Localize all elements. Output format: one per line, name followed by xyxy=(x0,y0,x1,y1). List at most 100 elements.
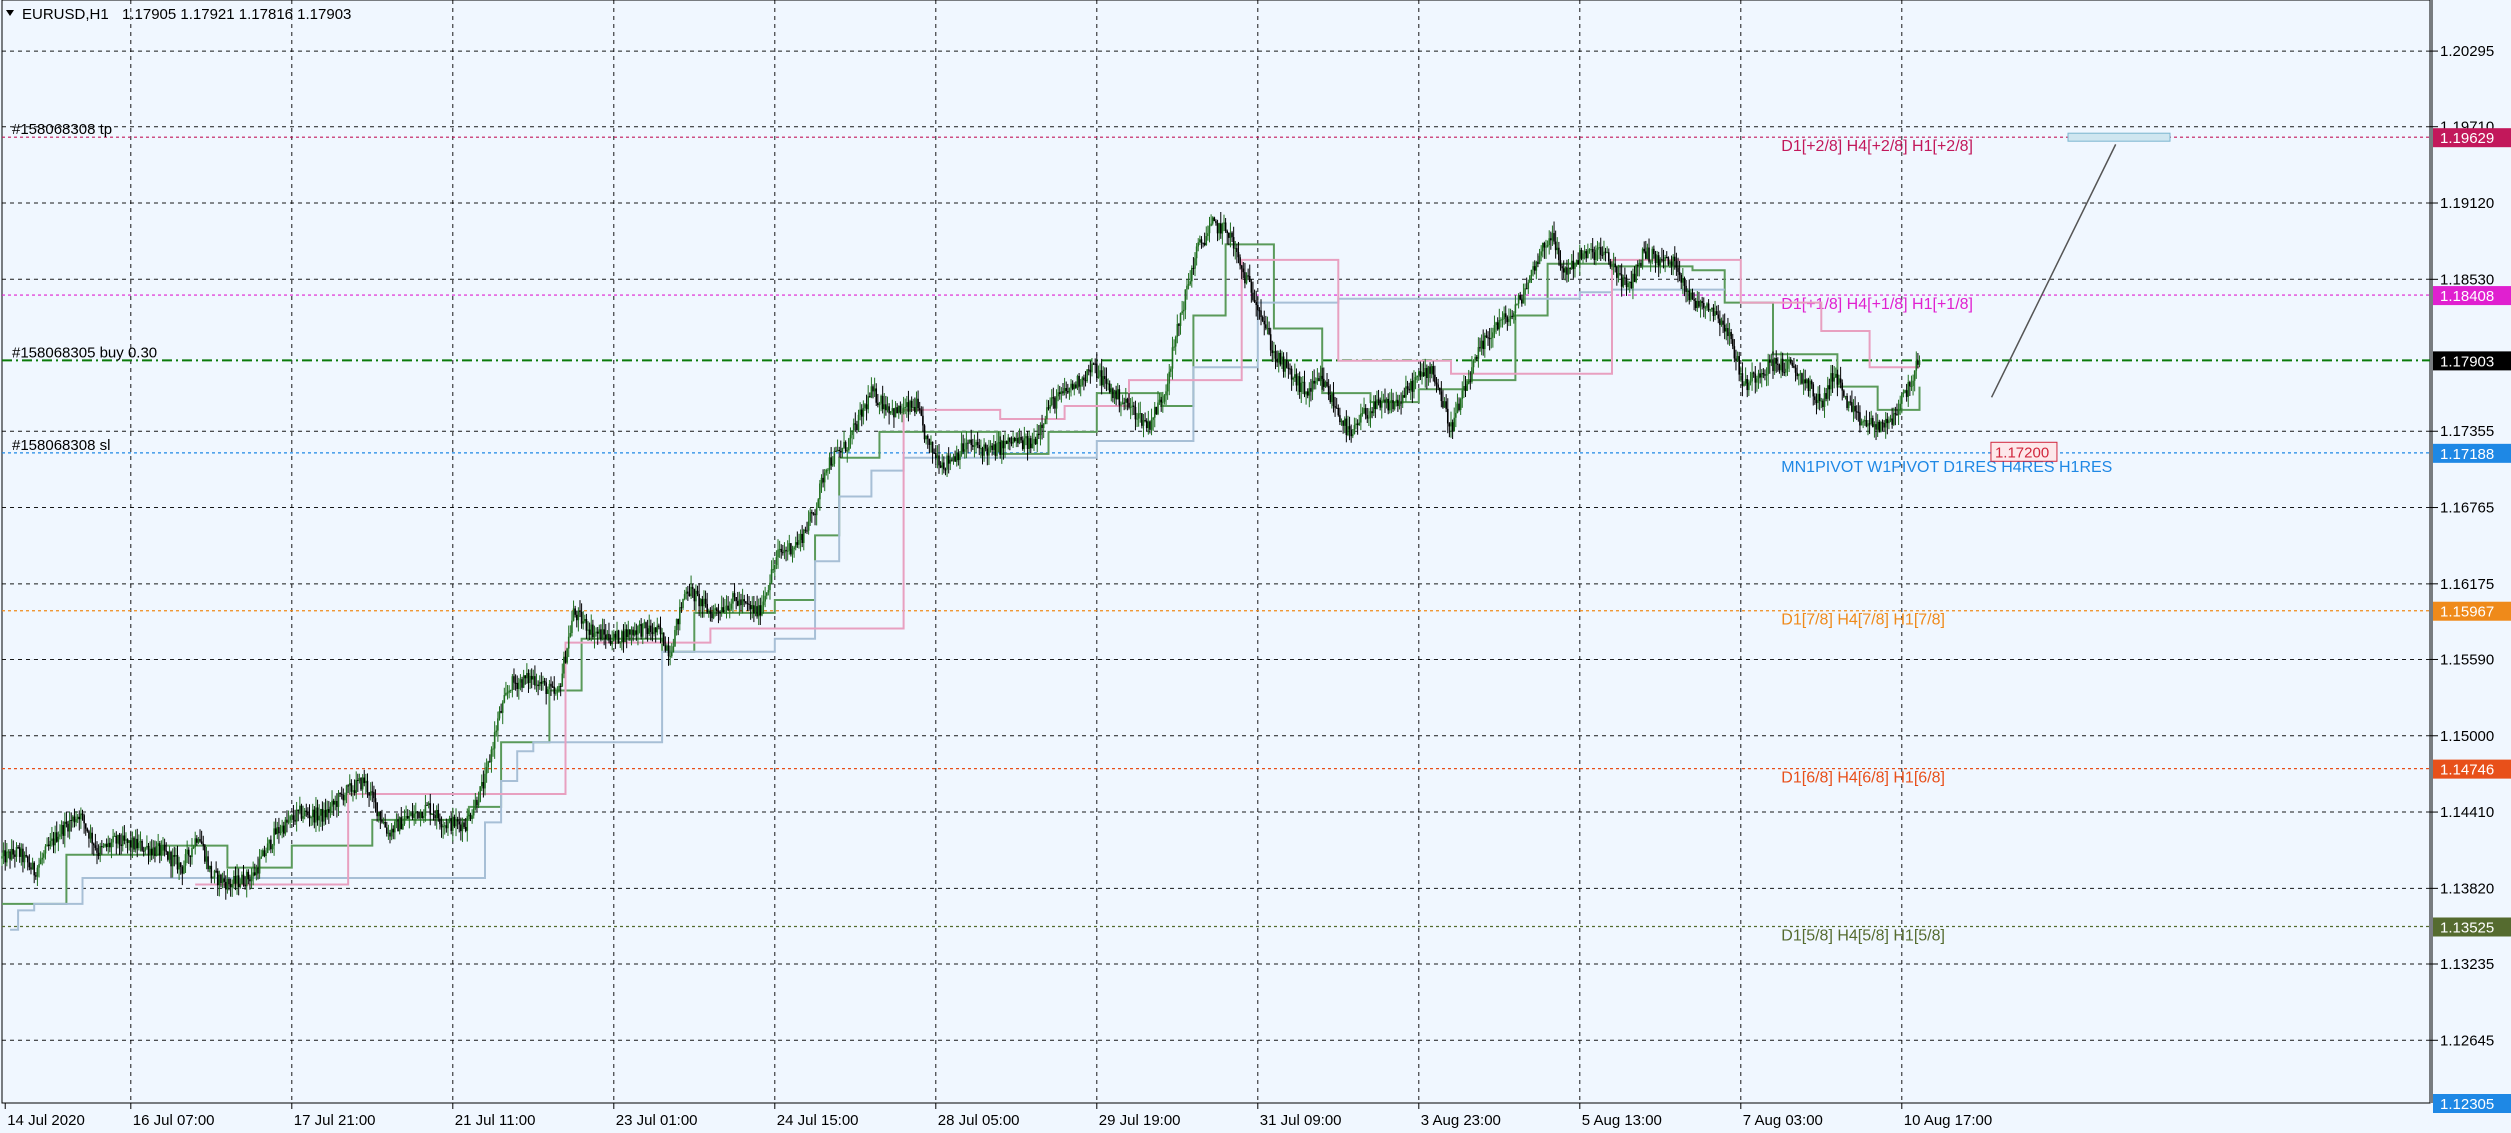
candle-body xyxy=(580,612,583,624)
candle-body xyxy=(221,878,224,884)
chevron-down-icon[interactable] xyxy=(6,10,14,16)
candle-body xyxy=(561,673,564,687)
candle-body xyxy=(508,690,510,693)
candle-body xyxy=(619,642,622,644)
candle-body xyxy=(1859,412,1861,426)
candle-body xyxy=(1751,372,1753,382)
candle-body xyxy=(730,603,733,609)
candle-body xyxy=(345,785,348,796)
candle-body xyxy=(1645,251,1647,259)
candle-body xyxy=(434,815,436,819)
candle-body xyxy=(682,598,684,608)
candle-body xyxy=(893,408,895,418)
candle-body xyxy=(537,684,539,687)
candle-body xyxy=(1846,395,1848,408)
candle-body xyxy=(1387,398,1390,411)
candle-body xyxy=(1308,388,1311,396)
candle-body xyxy=(1736,356,1739,361)
candle-body xyxy=(1379,399,1381,408)
candle-body xyxy=(709,610,712,614)
candle-body xyxy=(1160,399,1162,403)
candle-body xyxy=(144,847,147,851)
candle-body xyxy=(1010,441,1013,444)
candle-body xyxy=(1451,422,1454,432)
candle-body xyxy=(1863,420,1866,422)
candle-body xyxy=(1892,413,1895,425)
order-label: #158068308 tp xyxy=(12,121,112,138)
candle-body xyxy=(617,630,620,644)
candle-body xyxy=(1005,440,1008,444)
candle-body xyxy=(719,611,721,613)
candle-body xyxy=(387,832,390,834)
candle-body xyxy=(442,825,444,828)
candle-body xyxy=(1205,236,1208,245)
candle-body xyxy=(336,800,338,807)
candle-body xyxy=(1195,246,1198,259)
candle-body xyxy=(413,813,415,818)
candle-body xyxy=(47,844,50,847)
candle-body xyxy=(762,601,765,606)
candle-body xyxy=(1545,246,1547,248)
candle-body xyxy=(1562,268,1565,273)
candle-body xyxy=(720,607,723,613)
candle-body xyxy=(183,865,185,874)
candle-body xyxy=(1435,382,1438,385)
candle-body xyxy=(1223,222,1225,224)
candle-body xyxy=(303,810,306,817)
candle-body xyxy=(109,842,111,848)
candle-body xyxy=(33,862,35,876)
candle-body xyxy=(1273,351,1275,354)
candle-body xyxy=(1171,347,1174,369)
candle-body xyxy=(1656,255,1658,264)
candle-body xyxy=(466,816,469,831)
chart-overlays: 1.17200 xyxy=(1990,132,2171,462)
candle-body xyxy=(1532,266,1534,270)
candle-body xyxy=(411,812,414,818)
candle-body xyxy=(959,454,961,461)
candle-body xyxy=(1604,251,1607,253)
candle-body xyxy=(493,732,496,749)
candle-body xyxy=(334,800,337,805)
candle-body xyxy=(735,597,737,602)
candle-body xyxy=(638,624,641,627)
candle-body xyxy=(1382,399,1385,402)
candle-body xyxy=(1403,395,1406,398)
candle-body xyxy=(897,405,900,414)
candle-body xyxy=(1504,313,1507,318)
candle-body xyxy=(1401,395,1404,404)
candle-body xyxy=(249,879,251,882)
candle-body xyxy=(559,685,562,687)
candle-body xyxy=(1392,400,1394,410)
candle-body xyxy=(1564,267,1567,273)
candle-body xyxy=(675,618,678,630)
candle-body xyxy=(1743,383,1745,386)
candle-body xyxy=(310,817,312,819)
candle-body xyxy=(687,591,689,594)
candle-body xyxy=(1427,366,1430,379)
candle-body xyxy=(1632,273,1634,289)
candle-body xyxy=(1393,402,1396,410)
candle-body xyxy=(548,683,551,690)
candle-body xyxy=(1009,437,1011,442)
candle-body xyxy=(1087,369,1090,371)
candle-body xyxy=(843,442,845,448)
candle-body xyxy=(474,799,477,809)
candle-body xyxy=(796,542,799,545)
candle-body xyxy=(1437,384,1439,388)
candle-body xyxy=(1587,250,1589,259)
candle-body xyxy=(1097,376,1100,378)
candle-body xyxy=(1514,304,1517,314)
candle-body xyxy=(173,855,176,857)
candle-body xyxy=(20,848,23,857)
candle-body xyxy=(1446,408,1449,424)
candle-body xyxy=(28,862,31,868)
candle-body xyxy=(1057,392,1059,397)
candle-body xyxy=(954,456,956,462)
candle-body xyxy=(355,779,357,793)
price-tag-label: 1.18408 xyxy=(2440,288,2494,305)
candle-body xyxy=(716,608,718,612)
candle-body xyxy=(965,442,968,450)
candle-body xyxy=(1638,262,1641,266)
candle-body xyxy=(1332,393,1335,407)
